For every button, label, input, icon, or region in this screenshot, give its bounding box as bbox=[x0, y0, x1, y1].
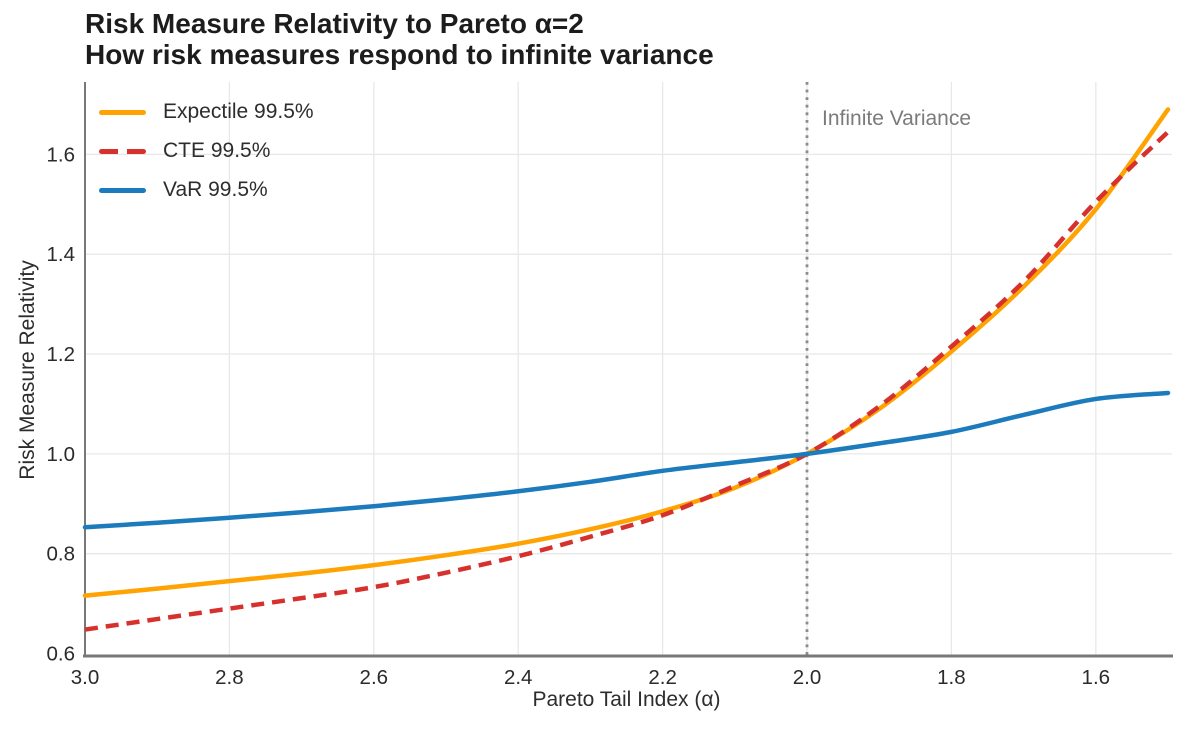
svg-text:1.6: 1.6 bbox=[47, 143, 76, 166]
svg-text:0.6: 0.6 bbox=[47, 643, 76, 666]
svg-text:1.6: 1.6 bbox=[1082, 666, 1111, 689]
y-axis-label: Risk Measure Relativity bbox=[16, 260, 39, 480]
svg-text:2.0: 2.0 bbox=[793, 666, 822, 689]
legend-item-cte: CTE 99.5% bbox=[99, 136, 314, 166]
svg-text:1.4: 1.4 bbox=[47, 243, 76, 266]
chart-subtitle: How risk measures respond to infinite va… bbox=[85, 39, 714, 70]
title-block: Risk Measure Relativity to Pareto α=2 Ho… bbox=[85, 8, 714, 70]
svg-text:1.0: 1.0 bbox=[47, 443, 76, 466]
legend-item-var: VaR 99.5% bbox=[99, 175, 314, 205]
svg-text:2.2: 2.2 bbox=[648, 666, 677, 689]
svg-text:2.6: 2.6 bbox=[360, 666, 389, 689]
legend-item-expectile: Expectile 99.5% bbox=[99, 97, 314, 127]
x-axis-label: Pareto Tail Index (α) bbox=[532, 688, 721, 711]
svg-text:2.8: 2.8 bbox=[215, 666, 244, 689]
var-line-swatch bbox=[99, 187, 146, 193]
legend-label-cte: CTE 99.5% bbox=[163, 139, 271, 162]
cte-line-swatch bbox=[99, 148, 146, 154]
svg-text:0.8: 0.8 bbox=[47, 543, 76, 566]
svg-text:3.0: 3.0 bbox=[71, 666, 100, 689]
svg-text:2.4: 2.4 bbox=[504, 666, 533, 689]
chart-title: Risk Measure Relativity to Pareto α=2 bbox=[85, 8, 584, 39]
legend: Expectile 99.5% CTE 99.5% VaR 99.5% bbox=[99, 97, 314, 205]
legend-label-var: VaR 99.5% bbox=[163, 178, 268, 201]
svg-text:1.2: 1.2 bbox=[47, 343, 76, 366]
legend-label-expectile: Expectile 99.5% bbox=[163, 100, 314, 123]
svg-text:1.8: 1.8 bbox=[937, 666, 966, 689]
annotation-infinite-variance: Infinite Variance bbox=[822, 107, 972, 130]
expectile-line-swatch bbox=[99, 109, 146, 115]
